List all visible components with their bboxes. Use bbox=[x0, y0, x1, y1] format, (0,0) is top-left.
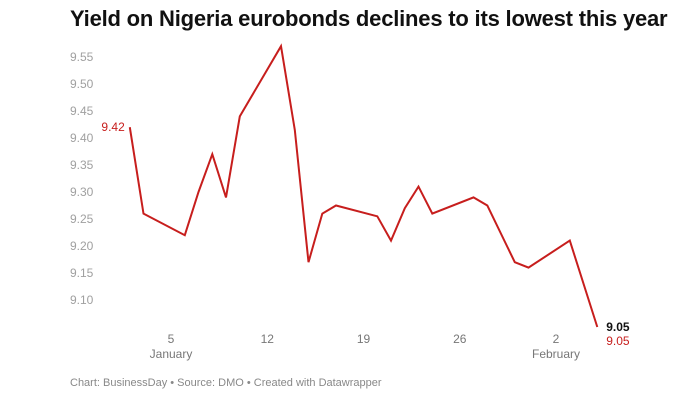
y-tick-label: 9.45 bbox=[70, 104, 94, 118]
y-tick-label: 9.30 bbox=[70, 185, 94, 199]
chart-footer: Chart: BusinessDay • Source: DMO • Creat… bbox=[70, 377, 382, 389]
y-tick-label: 9.35 bbox=[70, 158, 94, 172]
yield-line bbox=[128, 43, 599, 328]
y-tick-label: 9.10 bbox=[70, 293, 94, 307]
y-tick-label: 9.20 bbox=[70, 239, 94, 253]
y-tick-label: 9.15 bbox=[70, 266, 94, 280]
x-tick-label: 12 bbox=[261, 332, 275, 346]
y-tick-label: 9.25 bbox=[70, 212, 94, 226]
y-tick-label: 9.55 bbox=[70, 50, 94, 64]
x-tick-label: 19 bbox=[357, 332, 371, 346]
chart-title: Yield on Nigeria eurobonds declines to i… bbox=[70, 6, 668, 31]
x-tick-month-label: January bbox=[150, 347, 193, 361]
end-value-label-red: 9.05 bbox=[606, 334, 630, 348]
x-tick-month-label: February bbox=[532, 347, 580, 361]
y-tick-label: 9.50 bbox=[70, 77, 94, 91]
start-value-label: 9.42 bbox=[101, 120, 125, 134]
x-tick-label: 5 bbox=[168, 332, 175, 346]
x-tick-label: 2 bbox=[553, 332, 560, 346]
y-tick-label: 9.40 bbox=[70, 131, 94, 145]
x-tick-label: 26 bbox=[453, 332, 467, 346]
end-value-label: 9.05 bbox=[606, 320, 630, 334]
